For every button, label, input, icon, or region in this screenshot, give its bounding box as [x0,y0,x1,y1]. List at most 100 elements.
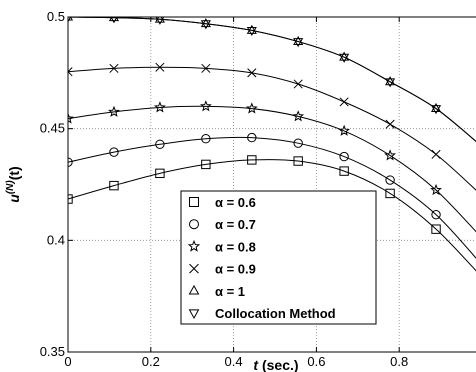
data-point [109,147,119,157]
data-point [68,17,72,23]
y-axis-label-var: u [6,194,22,203]
data-point [68,112,74,124]
x-axis-label-unit: (sec.) [258,357,298,372]
data-point [109,180,119,191]
series-star [68,100,476,233]
x-tick-label: 0.8 [390,354,408,369]
series-line [68,136,476,259]
legend-marker-square [189,197,199,207]
legend-marker-triangle-down [188,309,200,319]
series-triangle-down [68,17,476,143]
legend-label: α = 0.9 [215,262,256,277]
data-point [292,110,305,122]
data-point [154,17,165,23]
data-point [338,124,351,136]
legend-label: α = 1 [215,284,245,299]
data-point [68,157,73,167]
legend-marker-circle [189,219,199,230]
data-point [246,26,257,37]
plot-frame [67,16,476,353]
legend-items: α = 0.6 α = 0.7 α = 0.8 α = 0.9 α = 1 Colloca… [187,195,336,321]
data-point [155,139,165,150]
series-line [68,66,476,191]
legend-item: Collocation Method [188,306,336,321]
data-point [155,17,165,25]
legend-item: α = 0.8 [187,239,256,254]
legend-label: Collocation Method [215,306,336,321]
series-x [68,62,476,191]
data-point [385,188,395,199]
data-point [339,151,349,162]
data-point [199,100,212,112]
series-circle [68,132,476,259]
data-point [200,20,211,30]
y-axis-ticks: 0.35 0.4 0.45 0.5 [40,9,73,359]
data-point [293,156,303,166]
legend-box [180,190,377,325]
legend-marker-x [189,263,199,274]
data-point [109,63,119,73]
y-axis-label-arg: (t) [6,166,22,180]
legend-marker-star [187,239,201,252]
data-point [245,102,258,114]
data-point [68,194,73,204]
x-tick-label: 0.4 [225,354,243,369]
data-point [385,175,395,185]
series-layer [68,17,476,272]
data-point [247,155,257,165]
legend: α = 0.6 α = 0.7 α = 0.8 α = 0.9 α = 1 Colloca… [180,190,377,325]
legend-item: α = 0.9 [189,262,256,277]
data-point [431,209,441,220]
y-axis-label-sup: (N) [5,180,16,195]
data-point [293,138,303,148]
data-point [247,132,257,143]
series-line [68,159,476,272]
data-point [108,105,120,117]
legend-label: α = 0.7 [215,217,256,232]
y-tick-label: 0.35 [40,344,65,359]
data-point [385,119,395,129]
data-point [110,17,118,24]
data-point [339,53,350,63]
x-axis-label-var: t [253,357,259,372]
y-tick-label: 0.5 [47,9,65,24]
x-tick-label: 0.6 [307,354,325,369]
data-point [200,18,211,28]
y-axis-label: u(N)(t) [5,166,22,202]
data-point [201,134,211,144]
data-point [431,149,441,159]
y-tick-label: 0.4 [47,232,65,247]
data-point [384,149,396,161]
y-tick-label: 0.45 [40,121,65,136]
legend-item: α = 0.7 [189,217,256,232]
data-point [430,102,442,113]
data-point [201,159,211,170]
x-tick-label: 0 [64,354,71,369]
data-point [339,97,349,107]
x-axis-label: t (sec.) [253,357,298,372]
data-point [201,63,211,73]
data-point [108,17,120,22]
legend-label: α = 0.8 [215,239,256,254]
data-point [293,38,304,48]
data-point [68,67,73,77]
data-point [339,166,349,176]
x-axis-ticks: 00.20.40.60.81 [64,17,408,369]
x-tick-label: 0.2 [142,354,160,369]
series-line [68,17,476,143]
legend-item: α = 1 [188,284,245,299]
data-point [154,101,166,113]
legend-marker-triangle-up [188,284,200,295]
data-point [155,62,165,72]
data-point [293,79,303,89]
series-line [68,105,476,233]
data-point [430,183,442,196]
data-point [155,168,165,179]
data-point [431,224,441,234]
legend-item: α = 0.6 [189,195,256,210]
data-point [430,105,442,115]
legend-label: α = 0.6 [215,195,256,210]
series-square [68,155,476,272]
data-point [247,68,257,78]
